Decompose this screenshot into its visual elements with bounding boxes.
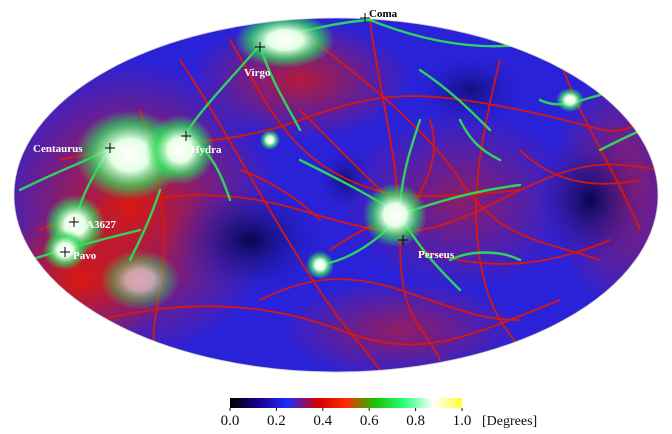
colorbar-ticks: 0.0 0.2 0.4 0.6 0.8 1.0	[221, 408, 472, 429]
cluster-perseus: Perseus	[398, 235, 455, 261]
cluster-label-coma: Coma	[369, 8, 398, 20]
cluster-glows	[43, 18, 584, 310]
map-body	[14, 18, 658, 372]
colorbar-tick-label: 0.2	[267, 413, 286, 429]
colorbar-tick-label: 1.0	[453, 413, 472, 429]
colorbar-tick-label: 0.0	[221, 413, 240, 429]
cluster-coma: Coma	[360, 8, 398, 23]
colorbar: 0.0 0.2 0.4 0.6 0.8 1.0 [Degrees]	[221, 398, 537, 429]
map-border	[13, 17, 659, 373]
colorbar-tick-label: 0.4	[313, 413, 332, 429]
colorbar-tick-label: 0.8	[406, 413, 425, 429]
cluster-a3627: A3627	[69, 217, 116, 231]
cluster-label-pavo: Pavo	[73, 250, 97, 262]
cluster-label-perseus: Perseus	[418, 249, 455, 261]
cluster-label-centaurus: Centaurus	[33, 143, 83, 155]
cluster-pavo: Pavo	[60, 247, 97, 262]
cluster-markers: Coma Virgo Centaurus Hydra A3627 Pavo Pe…	[33, 8, 455, 262]
cluster-label-a3627: A3627	[86, 219, 116, 231]
cluster-label-virgo: Virgo	[244, 67, 271, 79]
cluster-centaurus: Centaurus	[33, 143, 115, 155]
colorbar-tick-label: 0.6	[360, 413, 379, 429]
cluster-hydra: Hydra	[181, 131, 222, 156]
cluster-virgo: Virgo	[244, 42, 271, 79]
colorbar-unit: [Degrees]	[482, 414, 537, 429]
cluster-label-hydra: Hydra	[191, 144, 222, 156]
colorbar-gradient	[230, 398, 462, 408]
